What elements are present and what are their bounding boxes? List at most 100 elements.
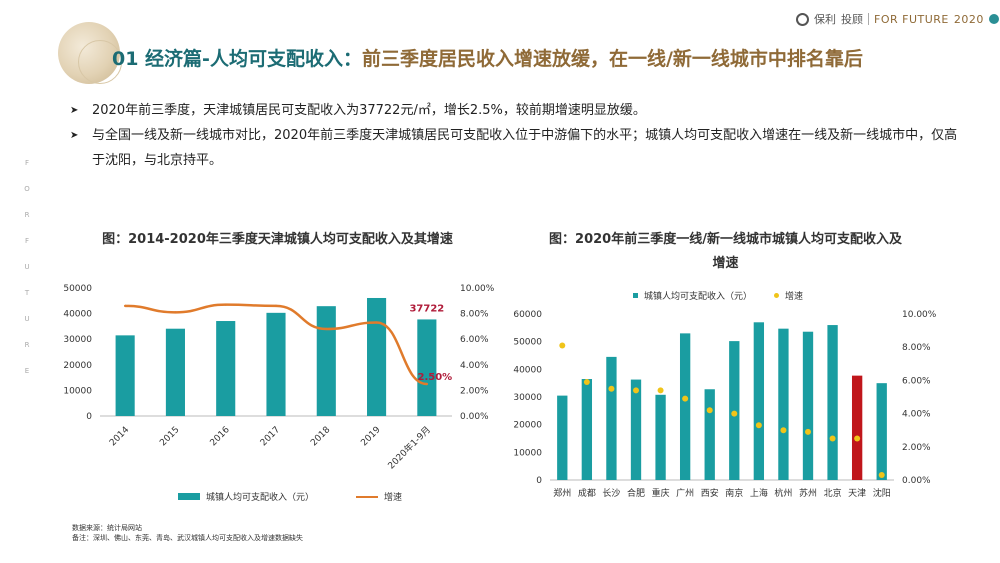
x-tick-label: 郑州 xyxy=(553,487,571,499)
x-tick-label: 重庆 xyxy=(652,487,670,499)
y-left-tick-label: 20000 xyxy=(63,361,92,371)
y-left-tick-label: 50000 xyxy=(63,284,92,294)
x-tick-label: 长沙 xyxy=(602,487,620,499)
logo-mark-icon xyxy=(796,12,809,26)
line-point xyxy=(274,304,278,308)
y-left-tick-label: 40000 xyxy=(513,365,542,375)
legend-dot-swatch xyxy=(774,293,780,298)
side-letter: O xyxy=(24,185,30,193)
legend-label: 城镇人均可支配收入（元） xyxy=(206,493,315,503)
y-left-tick-label: 20000 xyxy=(513,421,542,431)
bar xyxy=(729,341,740,480)
footnote: 数据来源：统计局网站 备注：深圳、佛山、东莞、青岛、武汉城镇人均可支配收入及增速… xyxy=(72,523,303,543)
bar xyxy=(704,389,715,480)
y-right-tick-label: 2.00% xyxy=(902,443,931,453)
y-left-tick-label: 60000 xyxy=(513,310,542,320)
arrow-bullet-icon: ➤ xyxy=(70,130,79,141)
bar xyxy=(115,335,135,416)
bar xyxy=(679,333,691,480)
x-tick-label: 广州 xyxy=(676,487,694,499)
bar-data-label: 37722 xyxy=(409,303,444,314)
scatter-point xyxy=(731,410,738,417)
x-tick-label: 南京 xyxy=(725,487,743,499)
bar xyxy=(606,356,617,480)
y-right-tick-label: 0.00% xyxy=(902,476,931,486)
bar xyxy=(778,328,789,480)
legend-label: 城镇人均可支配收入（元） xyxy=(644,292,753,302)
scatter-point xyxy=(559,342,566,349)
scatter-point xyxy=(633,387,639,394)
bar xyxy=(851,375,863,480)
x-tick-label: 杭州 xyxy=(774,487,792,499)
line-point xyxy=(123,304,127,308)
logo-divider xyxy=(868,13,869,25)
logo-brand: 保利 xyxy=(814,13,836,26)
scatter-point xyxy=(657,387,664,394)
bullet-list: ➤ 2020年前三季度，天津城镇居民可支配收入为37722元/㎡，增长2.5%，… xyxy=(70,98,970,173)
y-left-tick-label: 50000 xyxy=(513,338,542,348)
side-letter: F xyxy=(24,237,30,245)
side-letter: R xyxy=(24,211,30,219)
line-point xyxy=(174,311,177,314)
bar xyxy=(827,325,838,480)
chart-left: 0 10000 20000 30000 40000 50000 0.00% 2.00% 4.00… xyxy=(63,284,494,472)
side-letter: E xyxy=(24,367,30,375)
legend-line-swatch xyxy=(356,495,379,498)
y-left-tick-label: 10000 xyxy=(513,448,542,458)
y-left-tick-label: 0 xyxy=(536,476,542,486)
chart-right: 0 10000 20000 30000 40000 50000 60000 0.00% 2.00… xyxy=(513,310,936,499)
y-left-tick-label: 30000 xyxy=(63,335,92,345)
y-right-tick-label: 0.00% xyxy=(460,412,489,422)
y-right-tick-label: 4.00% xyxy=(902,410,931,420)
bar xyxy=(266,312,286,416)
y-right-tick-label: 8.00% xyxy=(902,343,931,353)
side-letter: F xyxy=(24,159,30,167)
bar xyxy=(165,328,185,416)
decorative-ring xyxy=(78,40,122,84)
line-point xyxy=(224,303,227,306)
y-left-tick-label: 0 xyxy=(86,412,92,422)
x-tick-label: 2015 xyxy=(158,425,181,448)
x-tick-label: 西安 xyxy=(701,487,719,499)
bullet-text: 与全国一线及新一线城市对比，2020年前三季度天津城镇居民可支配收入位于中游偏下… xyxy=(92,128,958,168)
x-tick-label: 北京 xyxy=(824,487,842,499)
bar xyxy=(581,379,593,480)
logo-sub: 投顾 xyxy=(841,13,863,26)
legend-label: 增速 xyxy=(785,292,804,302)
brand-logo: 保利 投顾 FOR FUTURE 2020 xyxy=(796,11,999,27)
scatter-point xyxy=(878,472,885,479)
bar xyxy=(655,394,666,480)
chart-right-legend: 城镇人均可支配收入（元） 增速 xyxy=(633,289,803,302)
x-tick-label: 合肥 xyxy=(627,487,645,499)
x-tick-label: 2014 xyxy=(108,425,131,448)
x-tick-label: 苏州 xyxy=(799,487,817,499)
y-right-tick-label: 2.00% xyxy=(460,386,489,396)
footnote-note: 备注：深圳、佛山、东莞、青岛、武汉城镇人均可支配收入及增速数据缺失 xyxy=(72,534,303,542)
x-tick-label: 天津 xyxy=(848,488,866,499)
legend-bar-swatch xyxy=(178,493,200,500)
chart-left-legend: 城镇人均可支配收入（元） 增速 xyxy=(178,490,402,503)
scatter-point xyxy=(583,379,590,386)
x-tick-label: 2017 xyxy=(259,425,282,448)
x-tick-label: 2018 xyxy=(309,425,332,448)
footnote-source: 数据来源：统计局网站 xyxy=(72,524,142,532)
y-right-tick-label: 6.00% xyxy=(902,376,931,386)
bullet-item: ➤ 与全国一线及新一线城市对比，2020年前三季度天津城镇居民可支配收入位于中游… xyxy=(70,123,970,173)
y-left-tick-label: 30000 xyxy=(513,393,542,403)
line-point xyxy=(325,327,328,331)
page-title: 01 经济篇-人均可支配收入：前三季度居民收入增速放缓，在一线/新一线城市中排名… xyxy=(112,44,863,71)
scatter-point xyxy=(854,435,861,442)
x-tick-label: 成都 xyxy=(578,487,596,499)
x-tick-label: 2020年1-9月 xyxy=(385,424,433,472)
y-left-tick-label: 40000 xyxy=(63,310,92,320)
logo-dot-icon xyxy=(988,14,999,24)
scatter-point xyxy=(682,395,689,402)
scatter-point xyxy=(829,435,836,442)
side-letter: U xyxy=(24,315,30,323)
x-tick-label: 上海 xyxy=(750,487,768,499)
bar xyxy=(417,319,437,416)
bar xyxy=(753,322,765,480)
side-letter: U xyxy=(24,263,30,271)
scatter-point xyxy=(780,427,787,434)
scatter-point xyxy=(805,428,811,435)
